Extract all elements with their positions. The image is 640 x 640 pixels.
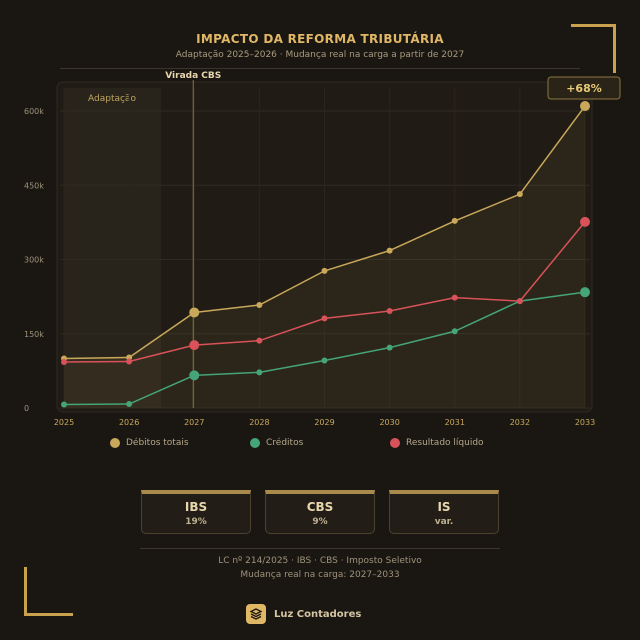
data-point-resultado xyxy=(580,216,590,227)
chart-legend: Débitos totais Créditos Resultado líquid… xyxy=(0,438,640,454)
data-point-resultado xyxy=(516,298,523,305)
x-tick-label: 2032 xyxy=(510,418,530,427)
virada-cbs-label: Virada CBS xyxy=(165,71,221,81)
brand-name: Luz Contadores xyxy=(274,608,362,620)
tax-card-ibs: IBS 19% xyxy=(141,490,251,534)
data-point-resultado xyxy=(256,337,263,344)
data-point-creditos xyxy=(126,401,133,408)
legend-swatch-creditos xyxy=(250,438,260,448)
data-point-resultado xyxy=(126,358,133,365)
y-tick-label: 450k xyxy=(24,181,44,190)
brand: Luz Contadores xyxy=(246,604,361,624)
x-tick-label: 2029 xyxy=(314,418,334,427)
change-badge xyxy=(547,76,621,100)
legend-label-creditos: Créditos xyxy=(266,438,304,448)
frame-corner-bottom-left xyxy=(24,567,73,616)
data-point-resultado xyxy=(321,315,328,322)
tax-card-name: CBS xyxy=(306,500,334,514)
data-point-debitos xyxy=(256,302,263,309)
footer-note: Mudança real na carga: 2027–2033 xyxy=(240,570,400,580)
data-point-creditos xyxy=(256,369,263,376)
data-point-creditos xyxy=(386,344,393,351)
data-point-debitos xyxy=(189,307,200,318)
chart-title: IMPACTO DA REFORMA TRIBUTÁRIA xyxy=(196,32,444,46)
legend-label-debitos: Débitos totais xyxy=(126,438,189,448)
tax-card-cbs: CBS 9% xyxy=(265,490,375,534)
data-point-creditos xyxy=(189,370,200,381)
footer-divider xyxy=(140,548,500,549)
legend-label-resultado: Resultado líquido xyxy=(406,438,484,448)
data-point-resultado xyxy=(451,294,458,301)
data-point-debitos xyxy=(386,247,393,254)
x-tick-label: 2033 xyxy=(575,418,595,427)
tax-card-rate: var. xyxy=(434,517,454,527)
x-tick-label: 2030 xyxy=(379,418,399,427)
legend-item-creditos: Créditos xyxy=(250,438,303,448)
footer-legislation: LC nº 214/2025 · IBS · CBS · Imposto Sel… xyxy=(218,556,422,566)
tax-card-name: IS xyxy=(437,500,451,514)
x-tick-label: 2026 xyxy=(119,418,139,427)
line-chart: Adaptação 0 150k 300k 450k 600k 2025 2026 2027 20… xyxy=(24,71,621,427)
data-point-creditos xyxy=(321,357,328,364)
data-point-resultado xyxy=(61,358,67,365)
legend-swatch-resultado xyxy=(390,438,400,448)
y-tick-label: 300k xyxy=(24,256,44,265)
x-tick-label: 2027 xyxy=(184,418,204,427)
header-divider xyxy=(60,68,580,69)
chart-subtitle: Adaptação 2025–2026 · Mudança real na ca… xyxy=(175,50,465,60)
stack-icon xyxy=(246,604,266,624)
tax-card-rate: 19% xyxy=(185,517,207,527)
y-tick-label: 600k xyxy=(24,107,44,116)
adaptation-band xyxy=(64,88,162,408)
data-point-creditos xyxy=(451,328,458,335)
legend-swatch-debitos xyxy=(110,438,120,448)
y-tick-label: 150k xyxy=(24,330,44,339)
change-badge-label: +68% xyxy=(566,82,602,95)
data-point-debitos xyxy=(580,101,590,112)
x-tick-label: 2025 xyxy=(54,418,74,427)
data-point-creditos xyxy=(580,287,590,298)
adaptation-label: Adaptação xyxy=(88,94,136,104)
data-point-creditos xyxy=(61,401,67,408)
tax-card-is: IS var. xyxy=(389,490,499,534)
tax-card-name: IBS xyxy=(184,500,208,514)
x-tick-label: 2028 xyxy=(249,418,269,427)
frame-corner-top-right xyxy=(571,24,616,73)
x-tick-label: 2031 xyxy=(445,418,465,427)
y-tick-label: 0 xyxy=(24,404,29,413)
data-point-debitos xyxy=(321,267,328,274)
legend-item-debitos: Débitos totais xyxy=(110,438,189,448)
tax-card-rate: 9% xyxy=(312,517,328,527)
data-point-resultado xyxy=(189,340,200,351)
data-point-debitos xyxy=(451,217,458,224)
legend-item-resultado: Resultado líquido xyxy=(390,438,484,448)
data-point-debitos xyxy=(516,191,523,198)
data-point-resultado xyxy=(386,307,393,314)
